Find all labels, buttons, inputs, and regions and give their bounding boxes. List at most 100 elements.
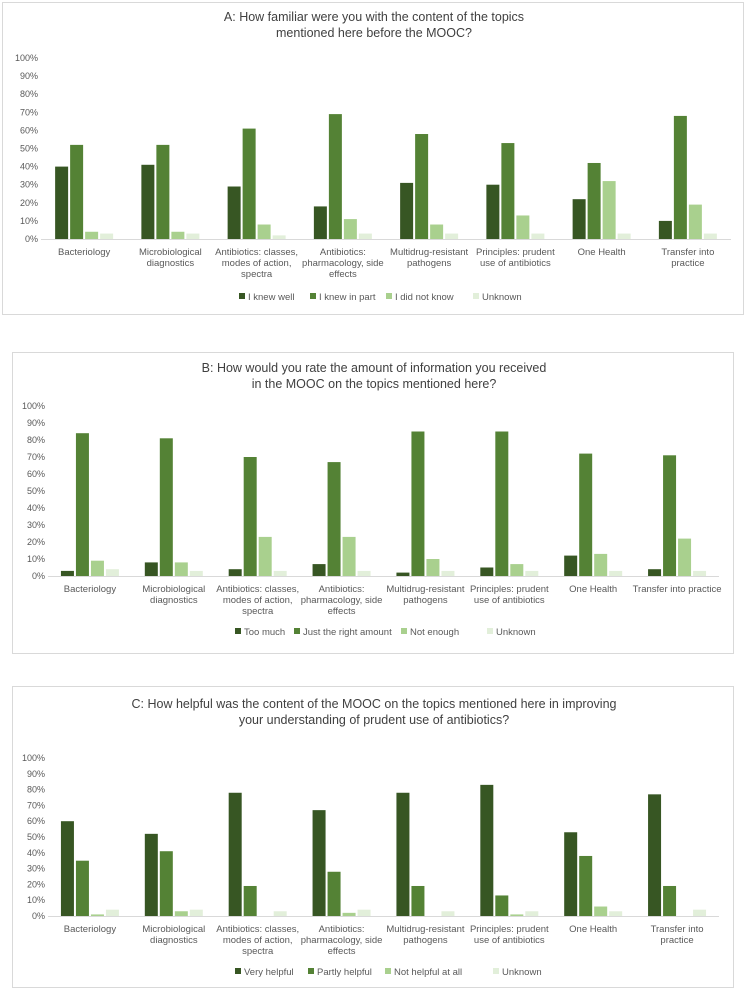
chart-b-bar-1 [564, 555, 578, 576]
chart-a-category-line: Multidrug-resistant [390, 247, 468, 258]
chart-a-ytick: 60% [20, 125, 38, 135]
chart-b-bar-1 [312, 564, 326, 576]
chart-a-bar-2 [70, 144, 84, 239]
chart-c-category-line: practice [660, 935, 693, 946]
chart-b-ytick: 90% [27, 418, 45, 428]
chart-c-bar-2 [411, 885, 425, 916]
chart-c-legend-swatch [493, 968, 499, 974]
chart-c-ytick: 0% [32, 911, 45, 921]
chart-b-category-label: Transfer into practice [633, 584, 722, 595]
chart-b-legend-swatch [487, 628, 493, 634]
chart-c-title-line: C: How helpful was the content of the MO… [132, 697, 617, 711]
chart-a-category-line: Transfer into [661, 247, 714, 258]
chart-b-category-line: modes of action, [223, 595, 293, 606]
chart-c-bar-2 [159, 851, 173, 916]
chart-b-bar-3 [258, 536, 272, 576]
chart-c-legend-label: Very helpful [244, 967, 294, 978]
chart-a-category-line: Antibiotics: classes, [215, 247, 298, 258]
chart-b-bar-2 [495, 431, 509, 576]
chart-c-bar-4 [105, 909, 119, 916]
chart-b-category-line: Principles: prudent [470, 584, 549, 595]
chart-b-category-line: pathogens [403, 595, 448, 606]
chart-b-bar-4 [357, 570, 371, 576]
chart-b-bar-4 [609, 570, 623, 576]
chart-c-category-line: Principles: prudent [470, 924, 549, 935]
chart-b-bar-1 [396, 572, 410, 576]
chart-c-bar-4 [189, 909, 203, 916]
chart-b-ytick: 0% [32, 571, 45, 581]
chart-a-bar-1 [141, 164, 155, 239]
chart-a-category-line: pathogens [407, 258, 452, 269]
chart-c-ytick: 70% [27, 800, 45, 810]
chart-b-bar-1 [228, 569, 242, 576]
chart-b-bar-3 [510, 564, 524, 576]
chart-a-bar-4 [531, 233, 545, 239]
chart-a-legend-swatch [386, 293, 392, 299]
chart-c-bar-1 [480, 784, 494, 916]
chart-a-category-line: Principles: prudent [476, 247, 555, 258]
chart-b-category-line: diagnostics [150, 595, 198, 606]
chart-a-bar-4 [100, 233, 114, 239]
chart-c-bar-2 [327, 871, 341, 916]
chart-b-bar-2 [75, 433, 89, 576]
chart-c-svg: C: How helpful was the content of the MO… [22, 697, 719, 978]
chart-b-category-line: spectra [242, 606, 274, 617]
chart-b-category-label: Bacteriology [64, 584, 117, 595]
chart-c-bar-2 [243, 885, 257, 916]
chart-c-bar-2 [663, 885, 677, 916]
chart-a-legend-swatch [239, 293, 245, 299]
chart-b-bar-4 [525, 570, 539, 576]
chart-c-category-line: Antibiotics: [319, 924, 365, 935]
chart-a-ytick: 0% [25, 234, 38, 244]
chart-a-category-label: Antibiotics: pharmacology, side effects [302, 247, 384, 280]
chart-b-category-line: effects [328, 606, 356, 617]
chart-a-svg: A: How familiar were you with the conten… [15, 10, 731, 303]
chart-b-ytick: 30% [27, 520, 45, 530]
chart-a-bar-3 [516, 215, 530, 239]
chart-b-category-line: Transfer into practice [633, 584, 722, 595]
chart-b-legend-swatch [294, 628, 300, 634]
chart-b-category-label: Principles: prudent use of antibiotics [470, 584, 549, 606]
chart-c-ytick: 80% [27, 785, 45, 795]
chart-b-bar-1 [144, 562, 158, 576]
chart-c-category-line: One Health [569, 924, 617, 935]
chart-c-category-line: Microbiological [142, 924, 205, 935]
chart-a-bar-3 [430, 224, 444, 239]
chart-b-category-line: Bacteriology [64, 584, 117, 595]
chart-a-legend-label: Unknown [482, 292, 522, 303]
chart-c-bar-1 [144, 833, 158, 916]
chart-b-bar-4 [693, 570, 707, 576]
chart-c-category-line: Transfer into [651, 924, 704, 935]
chart-c-bar-1 [228, 792, 242, 916]
chart-c-bar-1 [396, 792, 410, 916]
chart-a-bar-4 [186, 233, 200, 239]
chart-a-ytick: 40% [20, 162, 38, 172]
chart-a-category-line: Microbiological [139, 247, 202, 258]
chart-c-category-line: Bacteriology [64, 924, 117, 935]
chart-panel-b: B: How would you rate the amount of info… [12, 352, 734, 654]
chart-a-bar-4 [445, 233, 459, 239]
chart-a-category-label: Multidrug-resistant pathogens [390, 247, 468, 269]
chart-a-bar-2 [587, 162, 601, 239]
chart-b-legend-swatch [235, 628, 241, 634]
chart-c-ytick: 90% [27, 769, 45, 779]
chart-c-title-line: your understanding of prudent use of ant… [239, 713, 509, 727]
chart-c-bar-4 [609, 911, 623, 916]
chart-a-category-label: Transfer into practice [661, 247, 714, 269]
chart-b-title-line: in the MOOC on the topics mentioned here… [252, 377, 497, 391]
chart-a-category-line: One Health [578, 247, 626, 258]
chart-c-category-line: use of antibiotics [474, 935, 545, 946]
chart-c-bar-2 [579, 855, 593, 916]
chart-a-bar-1 [55, 166, 69, 239]
chart-b-legend-label: Too much [244, 627, 285, 638]
chart-c-legend-swatch [385, 968, 391, 974]
chart-a-bar-2 [242, 128, 256, 239]
chart-c-bar-3 [90, 914, 104, 916]
chart-b-category-label: Multidrug-resistant pathogens [386, 584, 464, 606]
chart-c-category-line: pathogens [403, 935, 448, 946]
chart-c-legend-label: Partly helpful [317, 967, 372, 978]
chart-a-ytick: 20% [20, 198, 38, 208]
chart-c-category-label: Antibiotics: pharmacology, side effects [301, 924, 383, 957]
chart-c-bar-3 [174, 911, 188, 916]
chart-b-bar-3 [426, 559, 440, 576]
